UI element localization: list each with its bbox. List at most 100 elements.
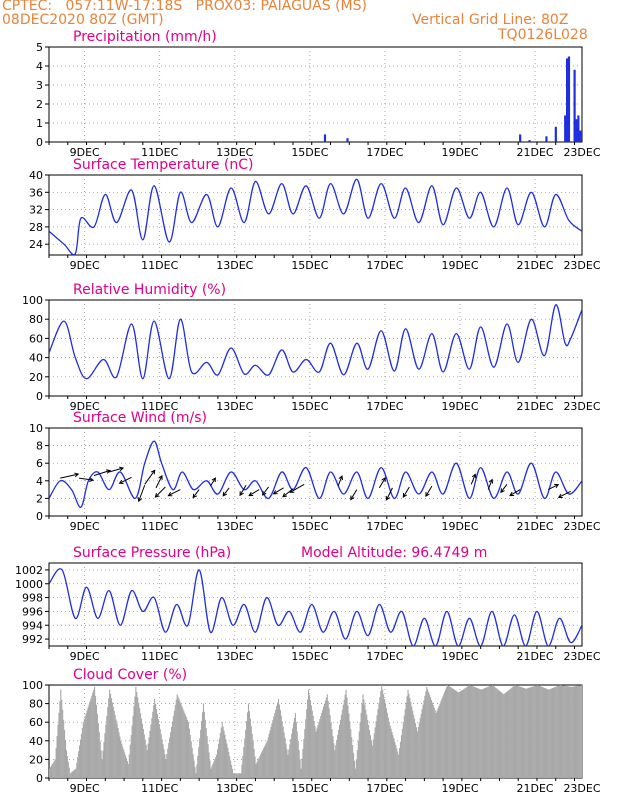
cloud-bar [274,712,276,778]
cloud-bar [446,685,448,778]
cloud-bar [57,724,59,778]
x-tick-label: 15DEC [291,146,328,159]
cloud-bar [444,689,447,778]
cloud-bar [292,728,294,778]
cloud-bar [404,709,406,778]
cloud-bar [499,691,501,778]
y-tick-label: 998 [22,592,43,605]
wind-arrow-head [137,497,143,503]
wind-arrow-head [248,491,254,497]
cloud-bar [535,685,537,778]
cloud-bar [175,699,177,778]
x-tick-label: 11DEC [141,650,178,663]
cloud-bar [143,734,145,778]
cloud-bar [565,685,567,778]
cloud-bar [247,703,250,778]
panel-wind: 0 2 4 6 8 10 9DEC 11DEC 13DEC 15DEC 17DEC 19DEC 21DE… [29,410,601,533]
cloud-bar [581,685,583,778]
cloud-bar [536,685,538,778]
wind-arrow-head [158,474,163,480]
cloud-bar [285,743,287,778]
panel-title: Surface Pressure (hPa) [73,545,231,561]
cloud-bar [176,694,178,778]
panel-frame [48,427,583,517]
cloud-bar [443,694,445,778]
cloud-bar [269,730,271,778]
cloud-bar [449,686,451,778]
cloud-bar [392,735,394,778]
cloud-bar [388,722,390,778]
cloud-bar [182,708,184,778]
cloud-bar [144,739,146,778]
cloud-bar [201,721,203,778]
cloud-bar [148,737,150,778]
x-tick-label: 23DEC [563,400,600,413]
y-tick-label: 4 [36,475,43,488]
cloud-bar [505,691,508,778]
cloud-bar [302,748,304,778]
cloud-bar [334,750,336,778]
cloud-bar [580,685,582,778]
cloud-bar [576,685,578,778]
cloud-bar [376,715,378,778]
panel-title: Cloud Cover (%) [73,667,187,683]
cloud-bar [129,744,131,778]
cloud-bar [69,773,71,778]
cloud-bar [479,689,481,778]
cloud-bar [315,731,317,778]
cloud-bar [537,685,539,778]
cloud-bar [441,698,443,778]
cloud-bar [258,758,260,778]
wind-arrow-shaft [547,484,559,491]
cloud-bar [356,750,358,778]
cloud-bar [139,707,141,778]
cloud-bar [51,764,53,778]
cloud-bar [150,724,152,778]
y-tick-label: 40 [29,352,43,365]
cloud-bar [453,689,455,778]
x-tick-label: 23DEC [563,520,600,533]
header-grid-note: Vertical Grid Line: 80Z [412,12,569,28]
wind-arrow-head [150,469,156,475]
panel-temp: 24 28 32 36 40 9DEC 11DEC 13DEC 15DEC 17DEC 19DEC 2… [29,157,601,272]
cloud-bar [263,746,265,778]
x-tick-label: 19DEC [441,400,478,413]
cloud-bar [84,716,86,778]
cloud-bar [125,755,127,778]
cloud-bar [165,759,167,778]
cloud-bar [49,768,51,778]
cloud-bar [348,713,350,778]
cloud-bar [290,739,292,778]
cloud-bar [531,686,533,778]
cloud-bar [58,712,60,778]
cloud-bar [407,689,409,778]
cloud-bar [277,702,279,778]
x-tick-label: 21DEC [517,146,554,159]
x-tick-label: 13DEC [216,650,253,663]
cloud-bar [108,698,110,778]
cloud-bar [398,754,400,778]
cloud-bar [336,740,338,778]
cloud-bar [351,737,353,778]
cloud-bar [59,701,61,778]
cloud-bar [574,686,576,778]
x-tick-label: 19DEC [441,650,478,663]
cloud-bar [379,697,381,778]
cloud-bar [424,695,426,778]
cloud-bar [432,705,434,778]
cloud-bar [112,706,114,778]
wind-arrow-shaft [262,486,269,496]
y-tick-label: 994 [22,619,43,632]
cloud-bar [445,687,448,778]
cloud-bar [365,709,367,778]
cloud-bar [510,688,512,778]
panel-title: Precipitation (mm/h) [73,29,217,45]
wind-arrow-shaft [155,475,163,489]
x-tick-label: 15DEC [291,259,328,272]
cloud-bar [149,730,151,778]
cloud-bar [184,712,186,778]
wind-arrow-head [239,491,244,497]
cloud-bar [312,715,314,778]
wind-arrow-shaft [93,470,111,476]
y-tick-label: 80 [29,698,43,711]
